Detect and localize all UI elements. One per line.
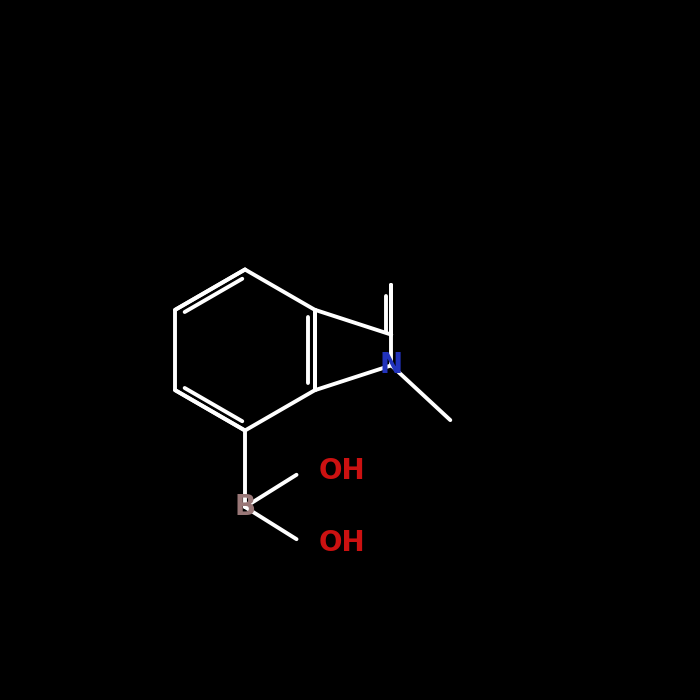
Text: N: N <box>379 351 402 379</box>
Text: OH: OH <box>319 457 365 485</box>
Text: OH: OH <box>319 528 365 556</box>
Text: B: B <box>234 493 255 521</box>
